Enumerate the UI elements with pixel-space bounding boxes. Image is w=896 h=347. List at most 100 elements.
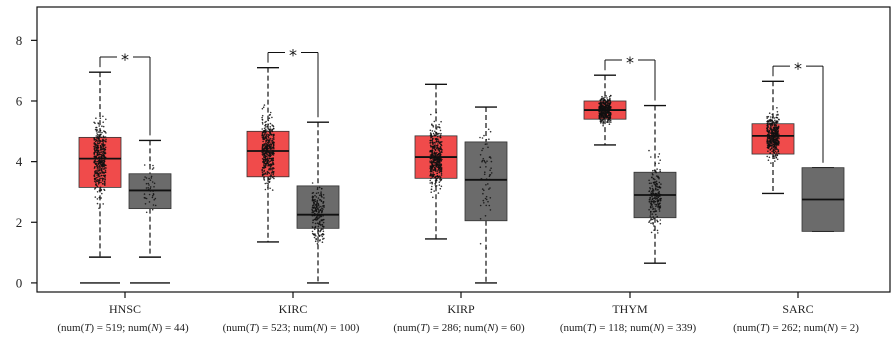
tumor-point [777, 136, 780, 138]
tumor-point [773, 117, 776, 119]
tumor-box [246, 130, 290, 178]
normal-point [312, 211, 315, 214]
tumor-point [439, 129, 442, 132]
tumor-point [776, 152, 778, 154]
normal-point [655, 182, 658, 184]
tumor-point [269, 160, 272, 162]
tumor-point [262, 166, 264, 169]
tumor-point [267, 162, 269, 165]
tumor-point [607, 105, 609, 108]
tumor-point [96, 150, 99, 152]
normal-point [488, 175, 491, 178]
tumor-point [98, 178, 101, 180]
tumor-point [770, 116, 772, 118]
tumor-point [97, 131, 100, 133]
tumor-point [266, 158, 269, 160]
normal-point [648, 221, 650, 223]
tumor-point [430, 170, 433, 173]
tumor-point [430, 155, 433, 158]
tumor-point [266, 170, 269, 173]
tumor-point [610, 121, 612, 123]
tumor-point [263, 169, 266, 172]
significance-star: * [289, 45, 297, 64]
tumor-point [770, 130, 773, 132]
tumor-point [267, 186, 269, 189]
tumor-point [430, 191, 433, 193]
tumor-point [775, 120, 778, 122]
tumor-point [609, 116, 612, 118]
tumor-point [98, 169, 101, 171]
normal-point [322, 225, 324, 227]
tumor-point [438, 150, 441, 152]
normal-point [154, 189, 157, 192]
tumor-point [98, 175, 100, 177]
tumor-point [604, 105, 606, 108]
tumor-point [95, 157, 97, 159]
tumor-point [99, 179, 101, 182]
tumor-point [433, 168, 435, 171]
tumor-point [766, 141, 768, 143]
normal-point [655, 203, 658, 206]
normal-point [653, 194, 656, 197]
tumor-point [429, 129, 432, 132]
normal-point [318, 211, 320, 214]
normal-point [150, 175, 153, 178]
tumor-point [101, 180, 104, 182]
box-groups: * * * * [78, 44, 845, 284]
normal-point [316, 218, 319, 221]
tumor-point [430, 177, 432, 180]
tumor-point [436, 164, 439, 167]
tumor-point [771, 128, 773, 131]
normal-point [652, 207, 655, 210]
sample-count-label: (num(T) = 523; num(N) = 100) [223, 322, 360, 334]
tumor-point [767, 115, 770, 118]
tumor-point [93, 139, 96, 141]
tumor-point [434, 152, 437, 154]
tumor-point [272, 172, 275, 174]
tumor-point [98, 157, 100, 160]
normal-point [483, 134, 485, 137]
normal-point [482, 199, 485, 202]
category-label: HNSC [109, 302, 141, 316]
normal-point [486, 160, 488, 162]
tumor-point [93, 153, 96, 155]
tumor-point [263, 144, 266, 146]
tumor-point [766, 136, 769, 139]
normal-point [487, 183, 489, 185]
tumor-point [102, 182, 104, 185]
tumor-point [264, 188, 267, 191]
tumor-point [766, 122, 769, 125]
tumor-point [775, 132, 777, 134]
normal-point [319, 230, 321, 233]
tumor-point [434, 148, 436, 151]
tumor-point [440, 167, 443, 170]
tumor-point [440, 151, 443, 153]
normal-point [653, 210, 656, 213]
tumor-point [604, 96, 606, 99]
bracket-gap [117, 49, 133, 62]
tumor-point [99, 153, 101, 156]
tumor-point [435, 162, 438, 165]
tumor-point [773, 155, 775, 157]
tumor-point [98, 151, 101, 154]
tumor-point [773, 148, 776, 150]
tumor-point [775, 121, 777, 124]
y-tick-label: 6 [16, 93, 23, 108]
normal-point [312, 219, 315, 221]
tumor-point [101, 192, 103, 195]
tumor-point [773, 141, 775, 144]
tumor-point [101, 154, 103, 157]
tumor-point [767, 150, 769, 152]
tumor-point [777, 150, 780, 153]
tumor-point [104, 178, 106, 180]
tumor-point [771, 138, 774, 140]
normal-point [657, 232, 659, 234]
tumor-point [431, 163, 434, 165]
tumor-point [609, 119, 612, 122]
bracket-gap [622, 52, 638, 65]
tumor-point [441, 158, 443, 161]
tumor-point [430, 166, 432, 168]
tumor-point [771, 116, 774, 119]
normal-point [658, 208, 660, 210]
normal-point [147, 182, 150, 185]
